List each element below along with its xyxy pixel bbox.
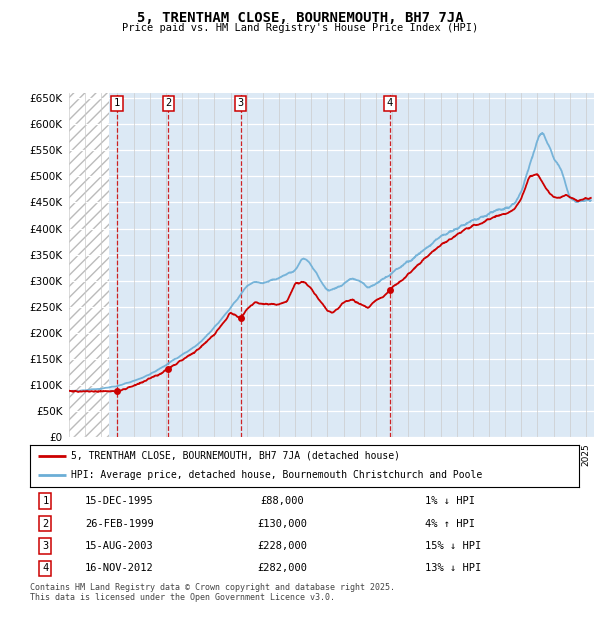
Text: 5, TRENTHAM CLOSE, BOURNEMOUTH, BH7 7JA: 5, TRENTHAM CLOSE, BOURNEMOUTH, BH7 7JA: [137, 11, 463, 25]
Text: 13% ↓ HPI: 13% ↓ HPI: [425, 564, 482, 574]
Text: 15% ↓ HPI: 15% ↓ HPI: [425, 541, 482, 551]
Text: 5, TRENTHAM CLOSE, BOURNEMOUTH, BH7 7JA (detached house): 5, TRENTHAM CLOSE, BOURNEMOUTH, BH7 7JA …: [71, 451, 400, 461]
Text: 3: 3: [42, 541, 49, 551]
Text: £130,000: £130,000: [257, 518, 308, 528]
Text: £282,000: £282,000: [257, 564, 308, 574]
Text: Contains HM Land Registry data © Crown copyright and database right 2025.
This d: Contains HM Land Registry data © Crown c…: [30, 583, 395, 602]
Text: 4: 4: [42, 564, 49, 574]
Text: 16-NOV-2012: 16-NOV-2012: [85, 564, 154, 574]
Text: HPI: Average price, detached house, Bournemouth Christchurch and Poole: HPI: Average price, detached house, Bour…: [71, 471, 482, 480]
Text: £228,000: £228,000: [257, 541, 308, 551]
Text: 1: 1: [42, 496, 49, 506]
Text: Price paid vs. HM Land Registry's House Price Index (HPI): Price paid vs. HM Land Registry's House …: [122, 23, 478, 33]
Text: 4% ↑ HPI: 4% ↑ HPI: [425, 518, 475, 528]
Text: 3: 3: [238, 98, 244, 108]
Text: 2: 2: [165, 98, 172, 108]
Text: 15-DEC-1995: 15-DEC-1995: [85, 496, 154, 506]
Text: 26-FEB-1999: 26-FEB-1999: [85, 518, 154, 528]
Text: 1: 1: [113, 98, 120, 108]
Text: 15-AUG-2003: 15-AUG-2003: [85, 541, 154, 551]
Text: 2: 2: [42, 518, 49, 528]
Bar: [69, 93, 109, 437]
Text: 1% ↓ HPI: 1% ↓ HPI: [425, 496, 475, 506]
Text: £88,000: £88,000: [260, 496, 304, 506]
Text: 4: 4: [387, 98, 393, 108]
